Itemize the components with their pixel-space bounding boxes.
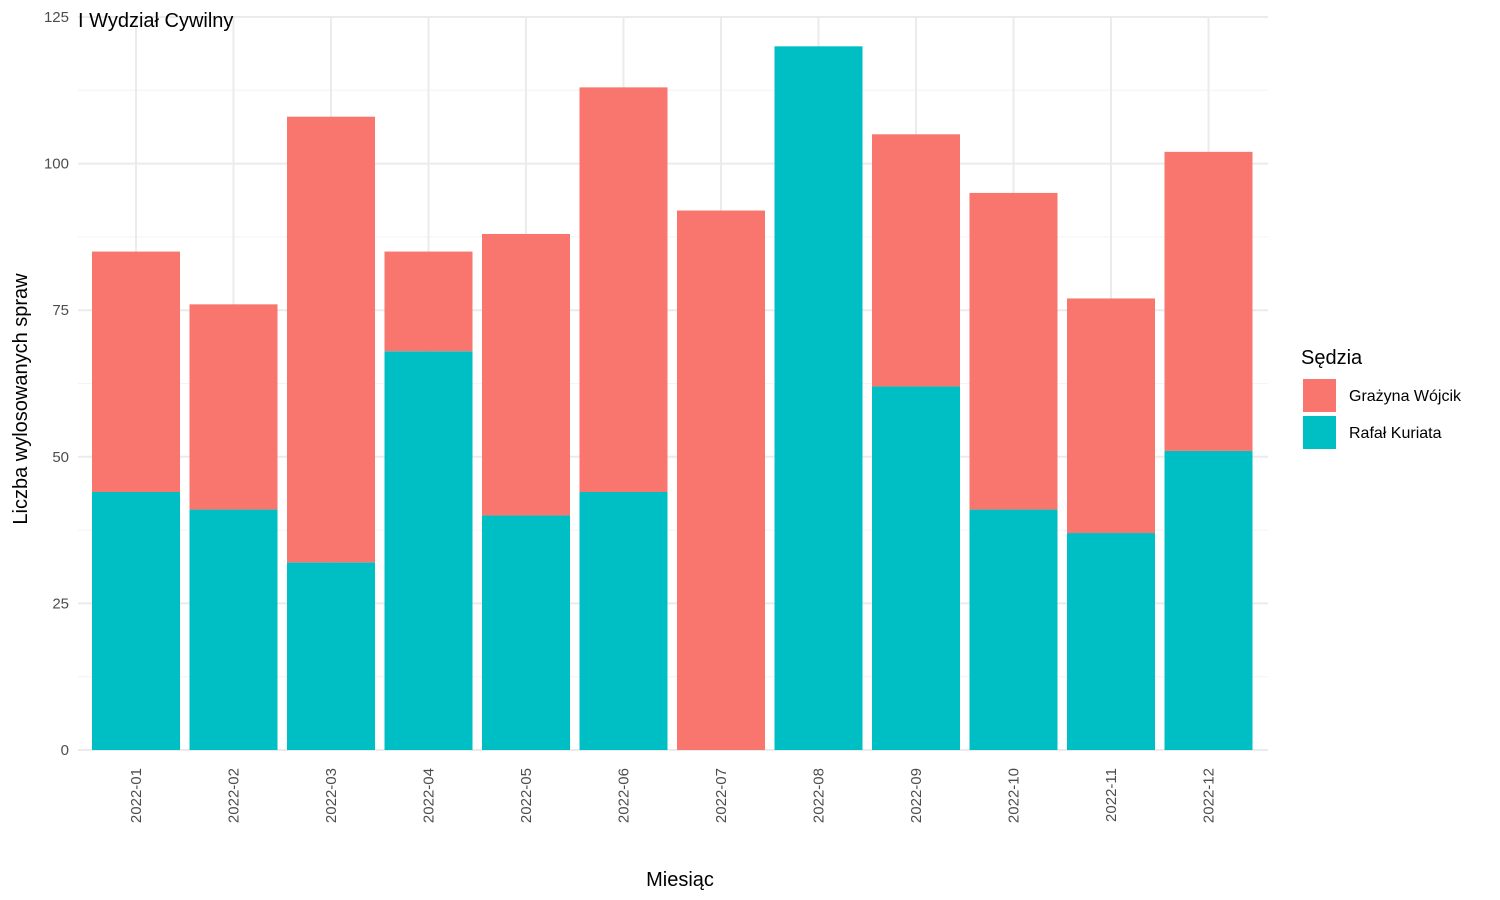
chart-title: I Wydział Cywilny — [78, 10, 233, 32]
legend-title: Sędzia — [1301, 347, 1363, 369]
bar-rafa-kuriata-2022-10 — [969, 509, 1058, 750]
legend: Sędzia Grażyna Wójcik Rafał Kuriata — [1301, 347, 1462, 449]
x-tick-label: 2022-02 — [226, 768, 243, 823]
y-tick-label: 75 — [52, 302, 69, 319]
x-tick-label: 2022-03 — [323, 768, 340, 823]
y-tick-label: 100 — [44, 156, 69, 173]
bars — [92, 46, 1253, 751]
bar-rafa-kuriata-2022-12 — [1164, 450, 1253, 750]
bar-gra-yna-w-jcik-2022-01 — [92, 251, 180, 492]
bar-gra-yna-w-jcik-2022-02 — [189, 304, 278, 510]
bar-gra-yna-w-jcik-2022-07 — [677, 210, 765, 751]
bar-rafa-kuriata-2022-09 — [872, 386, 960, 750]
y-tick-label: 25 — [52, 595, 69, 612]
bar-gra-yna-w-jcik-2022-10 — [969, 192, 1058, 510]
x-tick-label: 2022-07 — [713, 768, 730, 823]
x-tick-label: 2022-08 — [811, 768, 828, 823]
x-tick-label: 2022-01 — [128, 768, 145, 823]
x-tick-label: 2022-11 — [1103, 768, 1120, 822]
bar-gra-yna-w-jcik-2022-05 — [482, 233, 570, 516]
y-tick-label: 0 — [61, 742, 69, 759]
bar-gra-yna-w-jcik-2022-09 — [872, 134, 960, 387]
legend-swatch — [1303, 379, 1336, 412]
bar-rafa-kuriata-2022-01 — [92, 491, 180, 750]
bar-rafa-kuriata-2022-04 — [384, 351, 473, 750]
bar-rafa-kuriata-2022-08 — [774, 46, 863, 750]
bar-gra-yna-w-jcik-2022-11 — [1067, 298, 1155, 534]
bar-gra-yna-w-jcik-2022-04 — [384, 251, 473, 352]
y-tick-label: 125 — [44, 9, 69, 26]
x-tick-label: 2022-04 — [421, 768, 438, 823]
x-axis-title: Miesiąc — [646, 869, 714, 891]
y-axis-ticks: 0 25 50 75 100 125 — [44, 9, 69, 759]
bar-gra-yna-w-jcik-2022-03 — [287, 116, 375, 563]
bar-gra-yna-w-jcik-2022-12 — [1164, 151, 1253, 451]
bar-rafa-kuriata-2022-02 — [189, 509, 278, 750]
legend-label: Rafał Kuriata — [1349, 425, 1442, 442]
y-axis-title: Liczba wylosowanych spraw — [10, 273, 32, 525]
legend-label: Grażyna Wójcik — [1349, 388, 1462, 405]
x-tick-label: 2022-12 — [1201, 768, 1218, 823]
y-tick-label: 50 — [52, 449, 69, 466]
bar-gra-yna-w-jcik-2022-06 — [579, 87, 668, 492]
x-tick-label: 2022-06 — [616, 768, 633, 823]
bar-rafa-kuriata-2022-11 — [1067, 533, 1155, 750]
bar-rafa-kuriata-2022-03 — [287, 562, 375, 750]
x-axis-ticks: 2022-01 2022-02 2022-03 2022-04 2022-05 2022-… — [128, 768, 1218, 823]
legend-swatch — [1303, 416, 1336, 449]
bar-rafa-kuriata-2022-06 — [579, 491, 668, 750]
x-tick-label: 2022-09 — [908, 768, 925, 823]
x-tick-label: 2022-05 — [518, 768, 535, 823]
x-tick-label: 2022-10 — [1006, 768, 1023, 823]
bar-rafa-kuriata-2022-05 — [482, 515, 570, 750]
